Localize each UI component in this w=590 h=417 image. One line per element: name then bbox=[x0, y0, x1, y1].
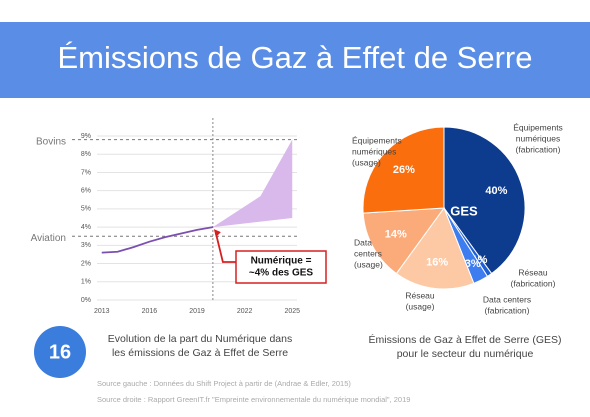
y-tick-label: 6% bbox=[81, 188, 91, 195]
chart-caption: pour le secteur du numérique bbox=[397, 348, 534, 360]
x-tick-label: 2025 bbox=[284, 308, 300, 315]
y-tick-label: 0% bbox=[81, 297, 91, 304]
slice-value-label: 26% bbox=[393, 164, 415, 176]
projection-band bbox=[212, 139, 293, 228]
slice-value-label: 40% bbox=[485, 185, 507, 197]
pie-slice bbox=[362, 207, 446, 275]
slice-value-label: 3% bbox=[465, 258, 481, 270]
slide-number: 16 bbox=[49, 341, 71, 363]
slide-number-badge bbox=[34, 326, 86, 378]
y-tick-label: 3% bbox=[81, 242, 91, 249]
y-tick-label: 8% bbox=[81, 151, 91, 158]
chart-caption: les émissions de Gaz à Effet de Serre bbox=[112, 347, 288, 359]
slice-label: Réseau bbox=[405, 290, 435, 300]
pie-center-label: GES bbox=[450, 203, 478, 218]
slice-label: (fabrication) bbox=[485, 305, 530, 315]
slice-label: Data centers bbox=[483, 294, 531, 304]
slice-label: (usage) bbox=[406, 301, 435, 311]
y-tick-label: 9% bbox=[81, 133, 91, 140]
x-tick-label: 2019 bbox=[189, 308, 205, 315]
slice-label: (fabrication) bbox=[511, 278, 556, 288]
slice-label: (usage) bbox=[354, 259, 383, 269]
y-tick-label: 5% bbox=[81, 206, 91, 213]
source: Source gauche : Données du Shift Project… bbox=[97, 379, 351, 388]
chart-caption: Émissions de Gaz à Effet de Serre (GES) bbox=[369, 333, 562, 346]
callout-box bbox=[235, 250, 327, 284]
slice-label: Data bbox=[354, 237, 372, 247]
reference-label: Bovins bbox=[36, 136, 66, 147]
slice-label: Équipements bbox=[352, 135, 402, 145]
callout-arrow bbox=[214, 232, 236, 263]
pie-slice bbox=[362, 126, 445, 214]
y-tick-label: 2% bbox=[81, 260, 91, 267]
callout-text: Numérique = bbox=[251, 256, 312, 267]
line-series bbox=[101, 226, 214, 254]
slide-title: Émissions de Gaz à Effet de Serre bbox=[58, 40, 533, 75]
pie-slice bbox=[395, 206, 475, 290]
slice-value-label: 14% bbox=[385, 228, 407, 240]
slice-label: Équipements bbox=[513, 122, 563, 132]
slice-label: numériques bbox=[516, 133, 560, 143]
callout-arrowhead bbox=[213, 229, 221, 238]
callout-text: ~4% des GES bbox=[249, 268, 314, 279]
x-tick-label: 2016 bbox=[142, 308, 158, 315]
slice-label: Réseau bbox=[518, 267, 548, 277]
slice-label: numériques bbox=[352, 146, 396, 156]
source: Source droite : Rapport GreenIT.fr "Empr… bbox=[97, 395, 410, 404]
chart-caption: Evolution de la part du Numérique dans bbox=[108, 333, 292, 345]
header-band bbox=[0, 22, 590, 98]
y-tick-label: 4% bbox=[81, 224, 91, 231]
y-tick-label: 7% bbox=[81, 169, 91, 176]
y-tick-label: 1% bbox=[81, 279, 91, 286]
reference-label: Aviation bbox=[31, 233, 66, 244]
slice-label: centers bbox=[354, 248, 382, 258]
slice-value-label: 16% bbox=[426, 257, 448, 269]
slice-label: (usage) bbox=[352, 157, 381, 167]
slice-label: (fabrication) bbox=[516, 144, 561, 154]
x-tick-label: 2013 bbox=[94, 308, 110, 315]
pie-slice bbox=[443, 126, 526, 275]
x-tick-label: 2022 bbox=[237, 308, 253, 315]
